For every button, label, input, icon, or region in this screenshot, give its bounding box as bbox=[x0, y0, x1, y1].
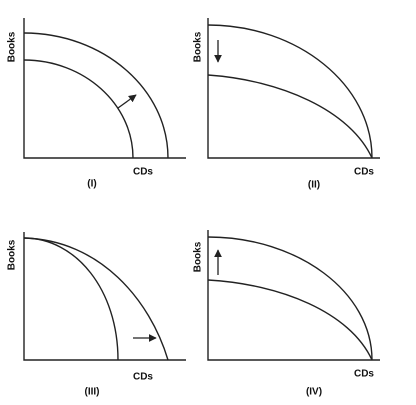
y-label: Books bbox=[193, 31, 204, 62]
inner-curve bbox=[207, 279, 373, 361]
inner-curve bbox=[207, 74, 373, 159]
outer-curve bbox=[23, 237, 169, 361]
y-label: Books bbox=[7, 31, 18, 62]
y-label: Books bbox=[7, 239, 18, 270]
caption: (II) bbox=[308, 180, 320, 191]
axes bbox=[23, 232, 186, 361]
y-label: Books bbox=[193, 241, 204, 272]
inner-curve bbox=[23, 59, 134, 159]
axes bbox=[207, 230, 380, 361]
panel-2: Books CDs (II) bbox=[193, 18, 380, 191]
outer-curve bbox=[23, 32, 169, 159]
x-label: CDs bbox=[133, 167, 153, 178]
outer-curve bbox=[207, 236, 373, 361]
outer-curve bbox=[207, 24, 373, 159]
x-label: CDs bbox=[354, 369, 374, 380]
x-label: CDs bbox=[354, 167, 374, 178]
x-label: CDs bbox=[133, 372, 153, 383]
inner-curve bbox=[23, 237, 119, 361]
shift-arrow bbox=[117, 94, 137, 109]
axes bbox=[207, 18, 380, 159]
panel-4: Books CDs (IV) bbox=[193, 230, 380, 398]
axes bbox=[23, 18, 186, 159]
caption: (I) bbox=[87, 179, 96, 190]
caption: (IV) bbox=[306, 387, 322, 398]
caption: (III) bbox=[85, 387, 100, 398]
panel-3: Books CDs (III) bbox=[7, 232, 186, 398]
panel-1: Books CDs (I) bbox=[7, 18, 186, 190]
